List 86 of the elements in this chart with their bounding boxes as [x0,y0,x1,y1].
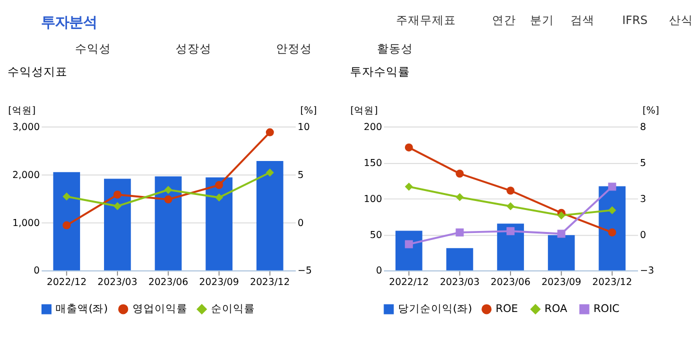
y2-tick-label: 5 [640,158,646,169]
x-tick-label: 2023/06 [490,277,530,288]
text: 분기 [530,12,554,27]
text: 산식 [669,12,694,27]
text: 주재무제표 [396,12,456,27]
y2-axis-title: [%] [642,106,660,117]
y-tick-label: 50 [370,230,382,241]
bar [104,178,131,270]
point [164,186,172,194]
legend-label: ROA [544,303,568,316]
point [506,186,515,195]
legend-label: ROIC [593,303,620,316]
point [608,228,616,236]
x-tick-label: 2022/12 [46,277,87,288]
point [113,190,122,199]
point [608,206,616,214]
y-tick-label: 100 [364,194,382,205]
y2-tick-label: 10 [298,122,310,133]
legend-label: 당기순이익(좌) [398,303,472,316]
point [608,182,616,191]
bar [53,172,80,270]
bar [154,176,182,270]
point [404,182,413,191]
point [62,192,71,201]
point [62,221,71,230]
legend-label: ROE [496,303,518,316]
point [113,202,122,210]
y2-tick-label: 5 [298,170,304,181]
point [456,170,464,178]
y2-tick-label: 0 [640,230,646,241]
point [456,228,464,236]
point [266,128,274,136]
legend-label: 영업이익률 [132,303,188,316]
x-tick-label: 2023/06 [148,277,188,288]
bar [497,224,524,270]
x-tick-label: 2023/09 [541,277,582,288]
y2-tick-label: 0 [298,218,304,229]
text: 성장성 [175,42,212,56]
text: 수익성 [74,42,111,56]
chart-title: 투자수익률 [350,64,410,79]
point [557,230,566,238]
text: 검색 [570,12,594,27]
point [215,193,224,202]
point [404,240,413,248]
point [215,181,224,190]
point [266,168,274,177]
legend-label: 매출액(좌) [56,303,108,316]
x-tick-label: 2023/03 [98,277,138,288]
point [506,227,515,236]
y-axis-title: [억원] [350,106,378,117]
chart-title: 수익성지표 [8,64,68,79]
point [456,193,464,202]
y2-tick-label: 3 [640,194,646,205]
bar [446,248,474,270]
y2-tick-label: −5 [298,266,312,277]
text: 안정성 [276,42,312,56]
point [557,211,566,220]
y2-tick-label: 8 [640,122,646,133]
text: 활동성 [376,42,413,56]
bar [395,230,422,270]
y-tick-label: 200 [364,122,382,133]
legend-label: 순이익률 [210,303,255,316]
y-tick-label: 2,000 [12,170,40,181]
y-axis-title: [억원] [8,106,36,117]
y-tick-label: 0 [34,266,40,277]
y2-axis-title: [%] [300,106,317,117]
text: 투자분석 [41,14,98,31]
bar [256,161,284,270]
point [164,195,172,204]
bar [206,177,232,270]
y-tick-label: 3,000 [12,122,40,133]
bar [598,186,626,270]
text: IFRS [622,12,648,27]
x-tick-label: 2023/09 [199,277,239,288]
y-tick-label: 1,000 [12,218,40,229]
text: 연간 [492,12,516,27]
point [506,202,515,210]
y-tick-label: 0 [376,266,382,277]
x-tick-label: 2023/12 [250,277,290,288]
x-tick-label: 2022/12 [389,277,429,288]
x-tick-label: 2023/03 [440,277,480,288]
point [404,143,413,152]
y-tick-label: 150 [364,158,382,169]
x-tick-label: 2023/12 [592,277,632,288]
y2-tick-label: −3 [640,266,654,277]
bar [548,235,575,270]
